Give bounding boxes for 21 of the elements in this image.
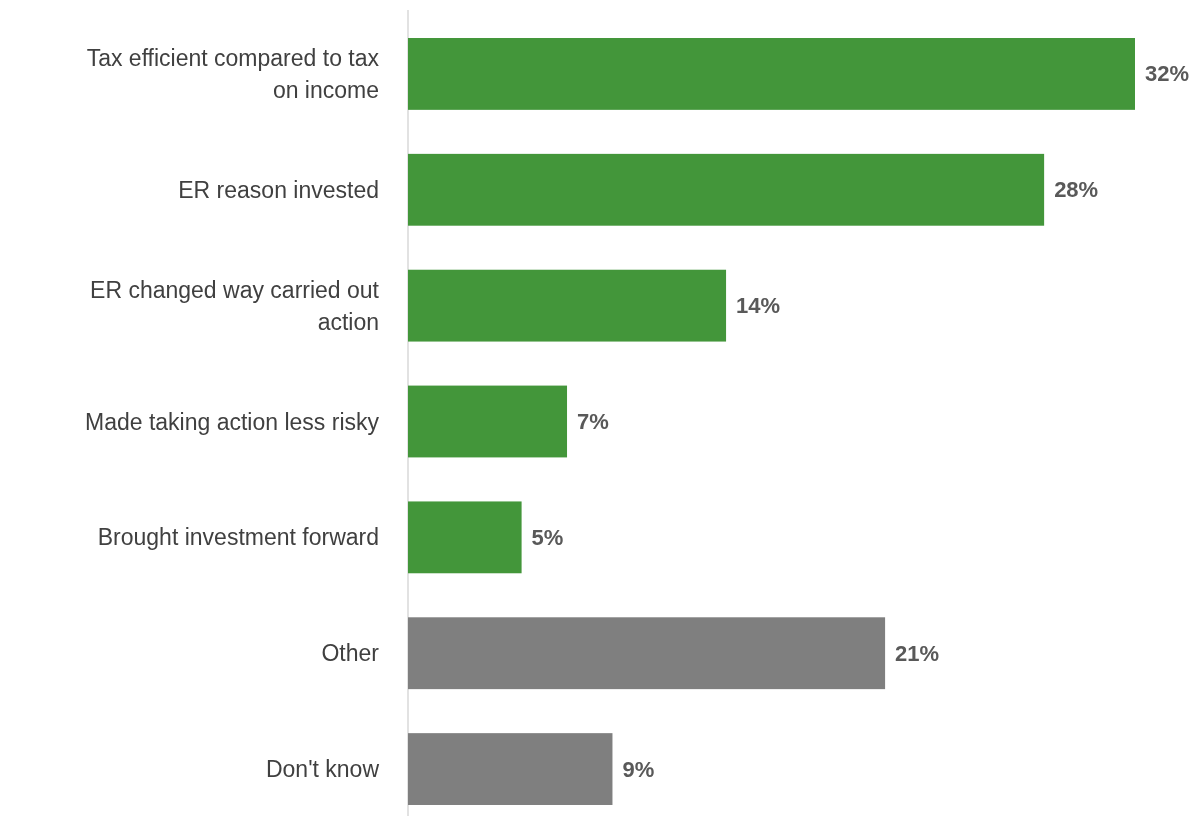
data-label: 28%: [1054, 177, 1099, 203]
y-tick-label: ER changed way carried out action: [90, 276, 380, 335]
data-label: 21%: [895, 640, 940, 666]
bar: [408, 385, 568, 458]
bar: [408, 269, 727, 342]
bar: [408, 153, 1045, 226]
bar: [408, 733, 613, 805]
y-tick-label: Brought investment forward: [97, 524, 379, 551]
bar: [408, 617, 886, 690]
y-tick-label: Don't know: [265, 756, 380, 783]
data-label: 7%: [577, 409, 609, 434]
bar: [408, 501, 522, 574]
y-tick-label: Made taking action less risky: [84, 408, 380, 435]
data-label: 9%: [622, 756, 655, 782]
data-label: 5%: [531, 524, 564, 550]
data-label: 32%: [1145, 61, 1190, 87]
y-tick-label: Other: [321, 640, 380, 667]
bar: [408, 38, 1135, 110]
data-label: 14%: [736, 293, 781, 319]
y-tick-label: ER reason invested: [178, 176, 379, 203]
y-tick-label: Tax efficient compared to tax on income: [86, 44, 380, 103]
